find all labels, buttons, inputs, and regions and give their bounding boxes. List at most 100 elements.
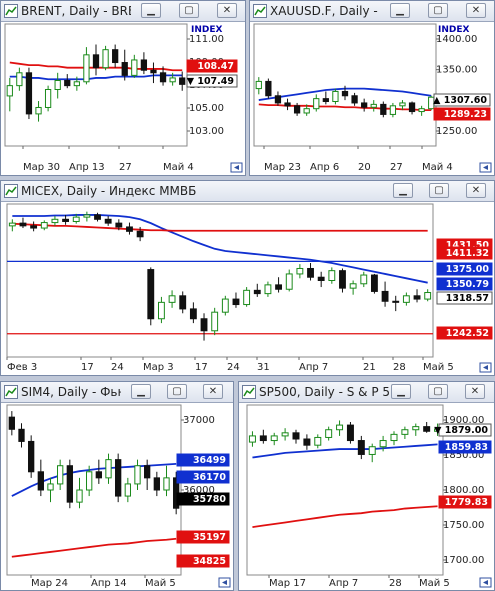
- candle-body: [189, 308, 197, 320]
- x-tick-label: Май 4: [163, 162, 194, 173]
- candle-body: [317, 276, 325, 281]
- candle: [296, 264, 304, 279]
- candle: [341, 85, 349, 101]
- scroll-end-icon[interactable]: [479, 362, 492, 373]
- candle: [131, 54, 138, 78]
- candle: [16, 67, 23, 91]
- minimize-button[interactable]: ▁: [390, 3, 410, 18]
- moving-average-line: [12, 214, 428, 284]
- window-xauusd[interactable]: XAUUSD.F, Daily - ... ▁ ▢ ✕ INDEX1400.00…: [249, 0, 495, 176]
- scroll-end-icon[interactable]: [479, 577, 492, 588]
- candle-body: [351, 95, 358, 104]
- window-sim4[interactable]: SIM4, Daily - Фью... ▁ ▢ ✕ 3700036000350…: [0, 381, 234, 591]
- titlebar[interactable]: SP500, Daily - S & P 5... ▁ ▢ ✕: [239, 382, 494, 403]
- window-sp500[interactable]: SP500, Daily - S & P 5... ▁ ▢ ✕ 1900.00 1…: [238, 381, 495, 591]
- maximize-button[interactable]: ▢: [429, 183, 449, 198]
- price-label-box: [433, 107, 491, 121]
- titlebar[interactable]: SIM4, Daily - Фью... ▁ ▢ ✕: [1, 382, 233, 403]
- price-label: 1289.23: [433, 107, 491, 121]
- price-label: 1350.79: [436, 277, 493, 291]
- candle-body: [6, 85, 13, 97]
- candle: [40, 220, 48, 231]
- candle: [76, 477, 83, 509]
- candle-body: [325, 429, 333, 438]
- price-label: 1318.57: [436, 291, 493, 305]
- candle: [418, 105, 425, 116]
- candle-body: [76, 489, 83, 503]
- candle: [102, 45, 109, 71]
- candle-body: [211, 311, 219, 332]
- scroll-end-icon[interactable]: [230, 162, 243, 173]
- minimize-button[interactable]: ▁: [393, 183, 413, 198]
- candle: [292, 429, 300, 444]
- price-label-text: 1375.00: [446, 264, 490, 275]
- x-tick-label: Фев 3: [7, 362, 37, 373]
- candle-body: [159, 72, 167, 83]
- candle: [264, 281, 272, 297]
- maximize-button[interactable]: ▢: [428, 3, 448, 18]
- candle: [115, 453, 122, 503]
- x-tick-label: 27: [390, 162, 403, 173]
- maximize-button[interactable]: ▢: [179, 3, 199, 18]
- close-button[interactable]: ✕: [465, 384, 485, 399]
- x-tick-label: Май 4: [422, 162, 453, 173]
- candle: [243, 287, 251, 307]
- y-tick-label: 1700.00: [443, 555, 484, 566]
- candle-body: [402, 295, 410, 303]
- x-tick-label: Май 5: [423, 362, 454, 373]
- titlebar[interactable]: BRENT, Daily - BRE... ▁ ▢ ✕: [1, 1, 245, 22]
- price-label-text: 35197: [193, 532, 226, 543]
- candle: [8, 219, 16, 232]
- candle-body: [361, 102, 368, 108]
- candle: [285, 269, 293, 292]
- candle-body: [328, 270, 336, 281]
- candle: [275, 277, 283, 293]
- chart-area[interactable]: INDEX111.00109.00107.00105.00103.00108.4…: [1, 22, 245, 175]
- price-label: 34825: [176, 554, 230, 568]
- candle: [92, 44, 100, 76]
- scroll-end-icon[interactable]: [479, 162, 492, 173]
- y-tick-label: 103.00: [189, 126, 224, 137]
- candle: [253, 283, 261, 297]
- candle: [189, 302, 197, 324]
- candle-body: [30, 225, 38, 229]
- minimize-button[interactable]: ▁: [391, 384, 411, 399]
- window-micex[interactable]: MICEX, Daily - Индекс ММВБ ▁ ▢ ✕ 1431.50…: [0, 180, 495, 376]
- window-title: XAUUSD.F, Daily - ...: [270, 4, 380, 18]
- close-button[interactable]: ✕: [203, 384, 223, 399]
- scroll-end-icon[interactable]: [218, 577, 231, 588]
- candle-body: [19, 222, 27, 227]
- y-tick-label: 37000: [183, 415, 215, 426]
- minimize-button[interactable]: ▁: [141, 3, 161, 18]
- candle-body: [62, 218, 70, 222]
- close-button[interactable]: ✕: [217, 3, 237, 18]
- maximize-button[interactable]: ▢: [167, 384, 187, 399]
- candle-body: [144, 465, 151, 479]
- candle: [284, 98, 291, 111]
- candle: [390, 431, 398, 446]
- x-tick-label: Апр 6: [310, 162, 339, 173]
- candle-body: [83, 214, 91, 218]
- candle-body: [73, 81, 80, 87]
- titlebar[interactable]: MICEX, Daily - Индекс ММВБ ▁ ▢ ✕: [1, 181, 494, 202]
- price-label-box: [176, 470, 230, 484]
- chart-window-icon: [253, 4, 267, 18]
- candle: [357, 435, 365, 460]
- titlebar[interactable]: XAUUSD.F, Daily - ... ▁ ▢ ✕: [250, 1, 494, 22]
- candle-body: [285, 273, 293, 290]
- maximize-button[interactable]: ▢: [428, 384, 448, 399]
- candle-body: [360, 274, 368, 285]
- candle-body: [112, 49, 119, 64]
- candle-body: [8, 416, 15, 430]
- close-button[interactable]: ✕: [466, 183, 486, 198]
- close-button[interactable]: ✕: [466, 3, 486, 18]
- chart-area[interactable]: 1900.00 1850.00 1800.00 1750.00 1700.00 ▼ 187…: [239, 403, 494, 590]
- chart-area[interactable]: 3700036000350003649936170357803519734825…: [1, 403, 233, 590]
- candle: [57, 459, 64, 490]
- minimize-button[interactable]: ▁: [131, 384, 151, 399]
- price-label-text: 1431.50: [446, 240, 490, 251]
- x-tick-label: Апр 7: [329, 578, 358, 589]
